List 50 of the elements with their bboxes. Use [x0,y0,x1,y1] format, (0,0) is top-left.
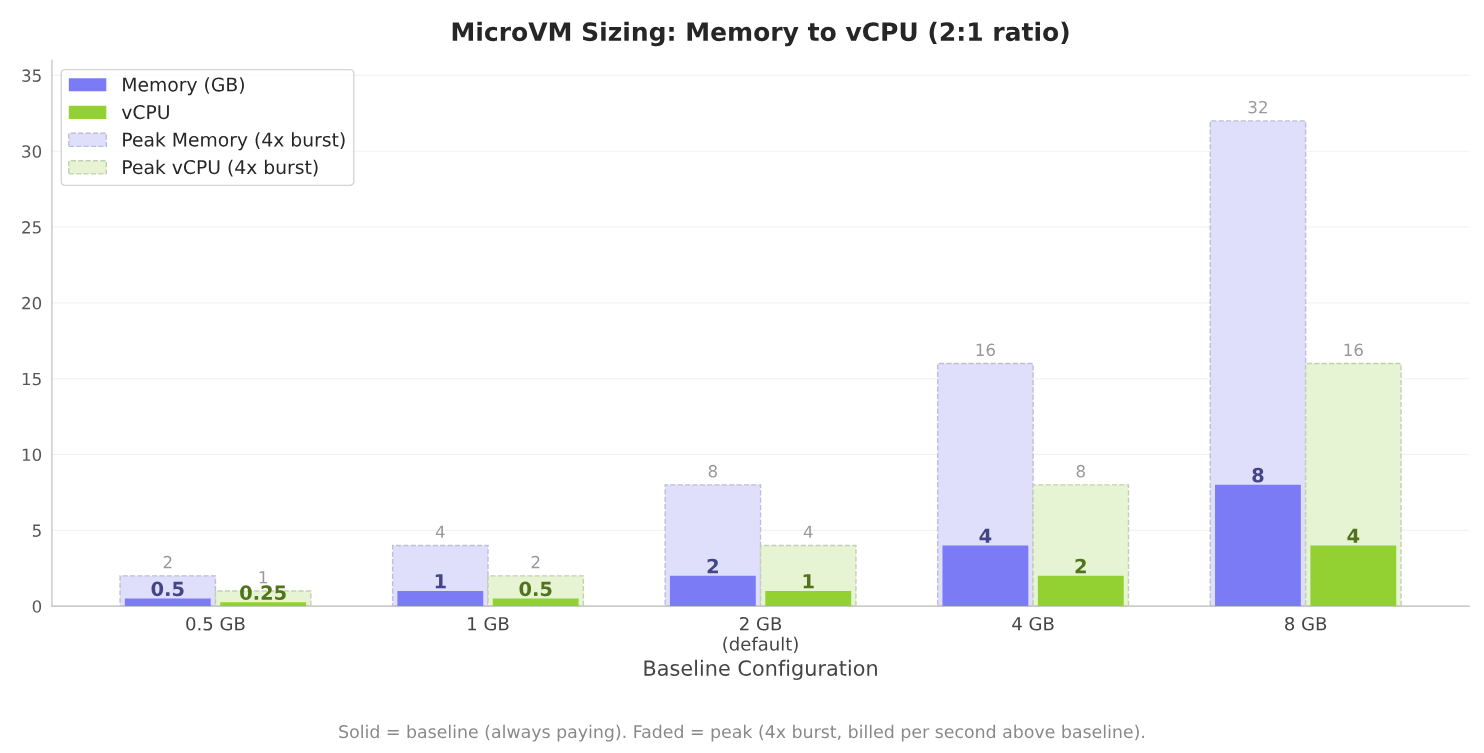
bar [397,591,484,607]
data-label: 4 [803,525,813,538]
data-label: 8 [1076,464,1085,478]
data-label: 2 [531,555,540,569]
bar [765,591,852,607]
bar [1215,484,1301,607]
data-label: 4 [1347,528,1360,543]
data-label: 32 [1248,100,1267,114]
y-tick-label: 20 [22,296,42,310]
data-label: 1 [259,571,267,584]
y-tick-label: 10 [22,448,42,462]
bar [492,598,579,607]
data-label: 0.25 [240,585,286,600]
data-label: 2 [707,558,718,574]
data-label: 2 [1075,558,1086,574]
data-label: 0.5 [519,581,552,597]
bar [942,545,1029,607]
x-tick-label: 4 GB [1012,616,1054,631]
y-tick-label: 0 [32,600,42,613]
bar [220,602,307,607]
bar [1037,575,1124,607]
legend-label: Peak Memory (4x burst) [123,132,345,151]
legend-label: Memory (GB) [123,77,244,96]
bar [669,575,756,607]
data-label: 4 [435,525,445,538]
x-tick-label: 1 GB [468,616,509,631]
x-axis-title: Baseline Configuration [644,659,877,680]
bar [1310,545,1397,607]
y-tick-label: 5 [32,524,41,537]
data-label: 2 [163,555,172,569]
x-tick-label: 2 GB (default) [723,616,798,653]
legend-label: Peak vCPU (4x burst) [123,159,318,177]
text: Solid = baseline (always paying). Faded = peak (4x burst, billed per second above baseline). [339,724,1145,742]
data-label: 8 [708,464,718,478]
data-label: 4 [979,528,992,543]
y-tick-label: 35 [22,69,41,82]
data-label: 8 [1252,467,1264,483]
data-label: 16 [976,343,995,357]
y-tick-label: 15 [22,372,41,386]
chart-title: MicroVM Sizing: Memory to vCPU (2:1 ratio) [452,21,1069,47]
data-label: 16 [1344,343,1363,357]
bar [124,598,211,607]
y-tick-label: 30 [22,145,42,158]
x-tick-label: 0.5 GB [186,616,245,631]
legend-label: vCPU [121,104,169,120]
x-tick-label: 8 GB [1285,616,1327,631]
data-label: 0.5 [151,581,184,597]
data-label: 1 [435,574,446,589]
data-label: 1 [803,574,814,589]
y-tick-label: 25 [22,221,41,234]
